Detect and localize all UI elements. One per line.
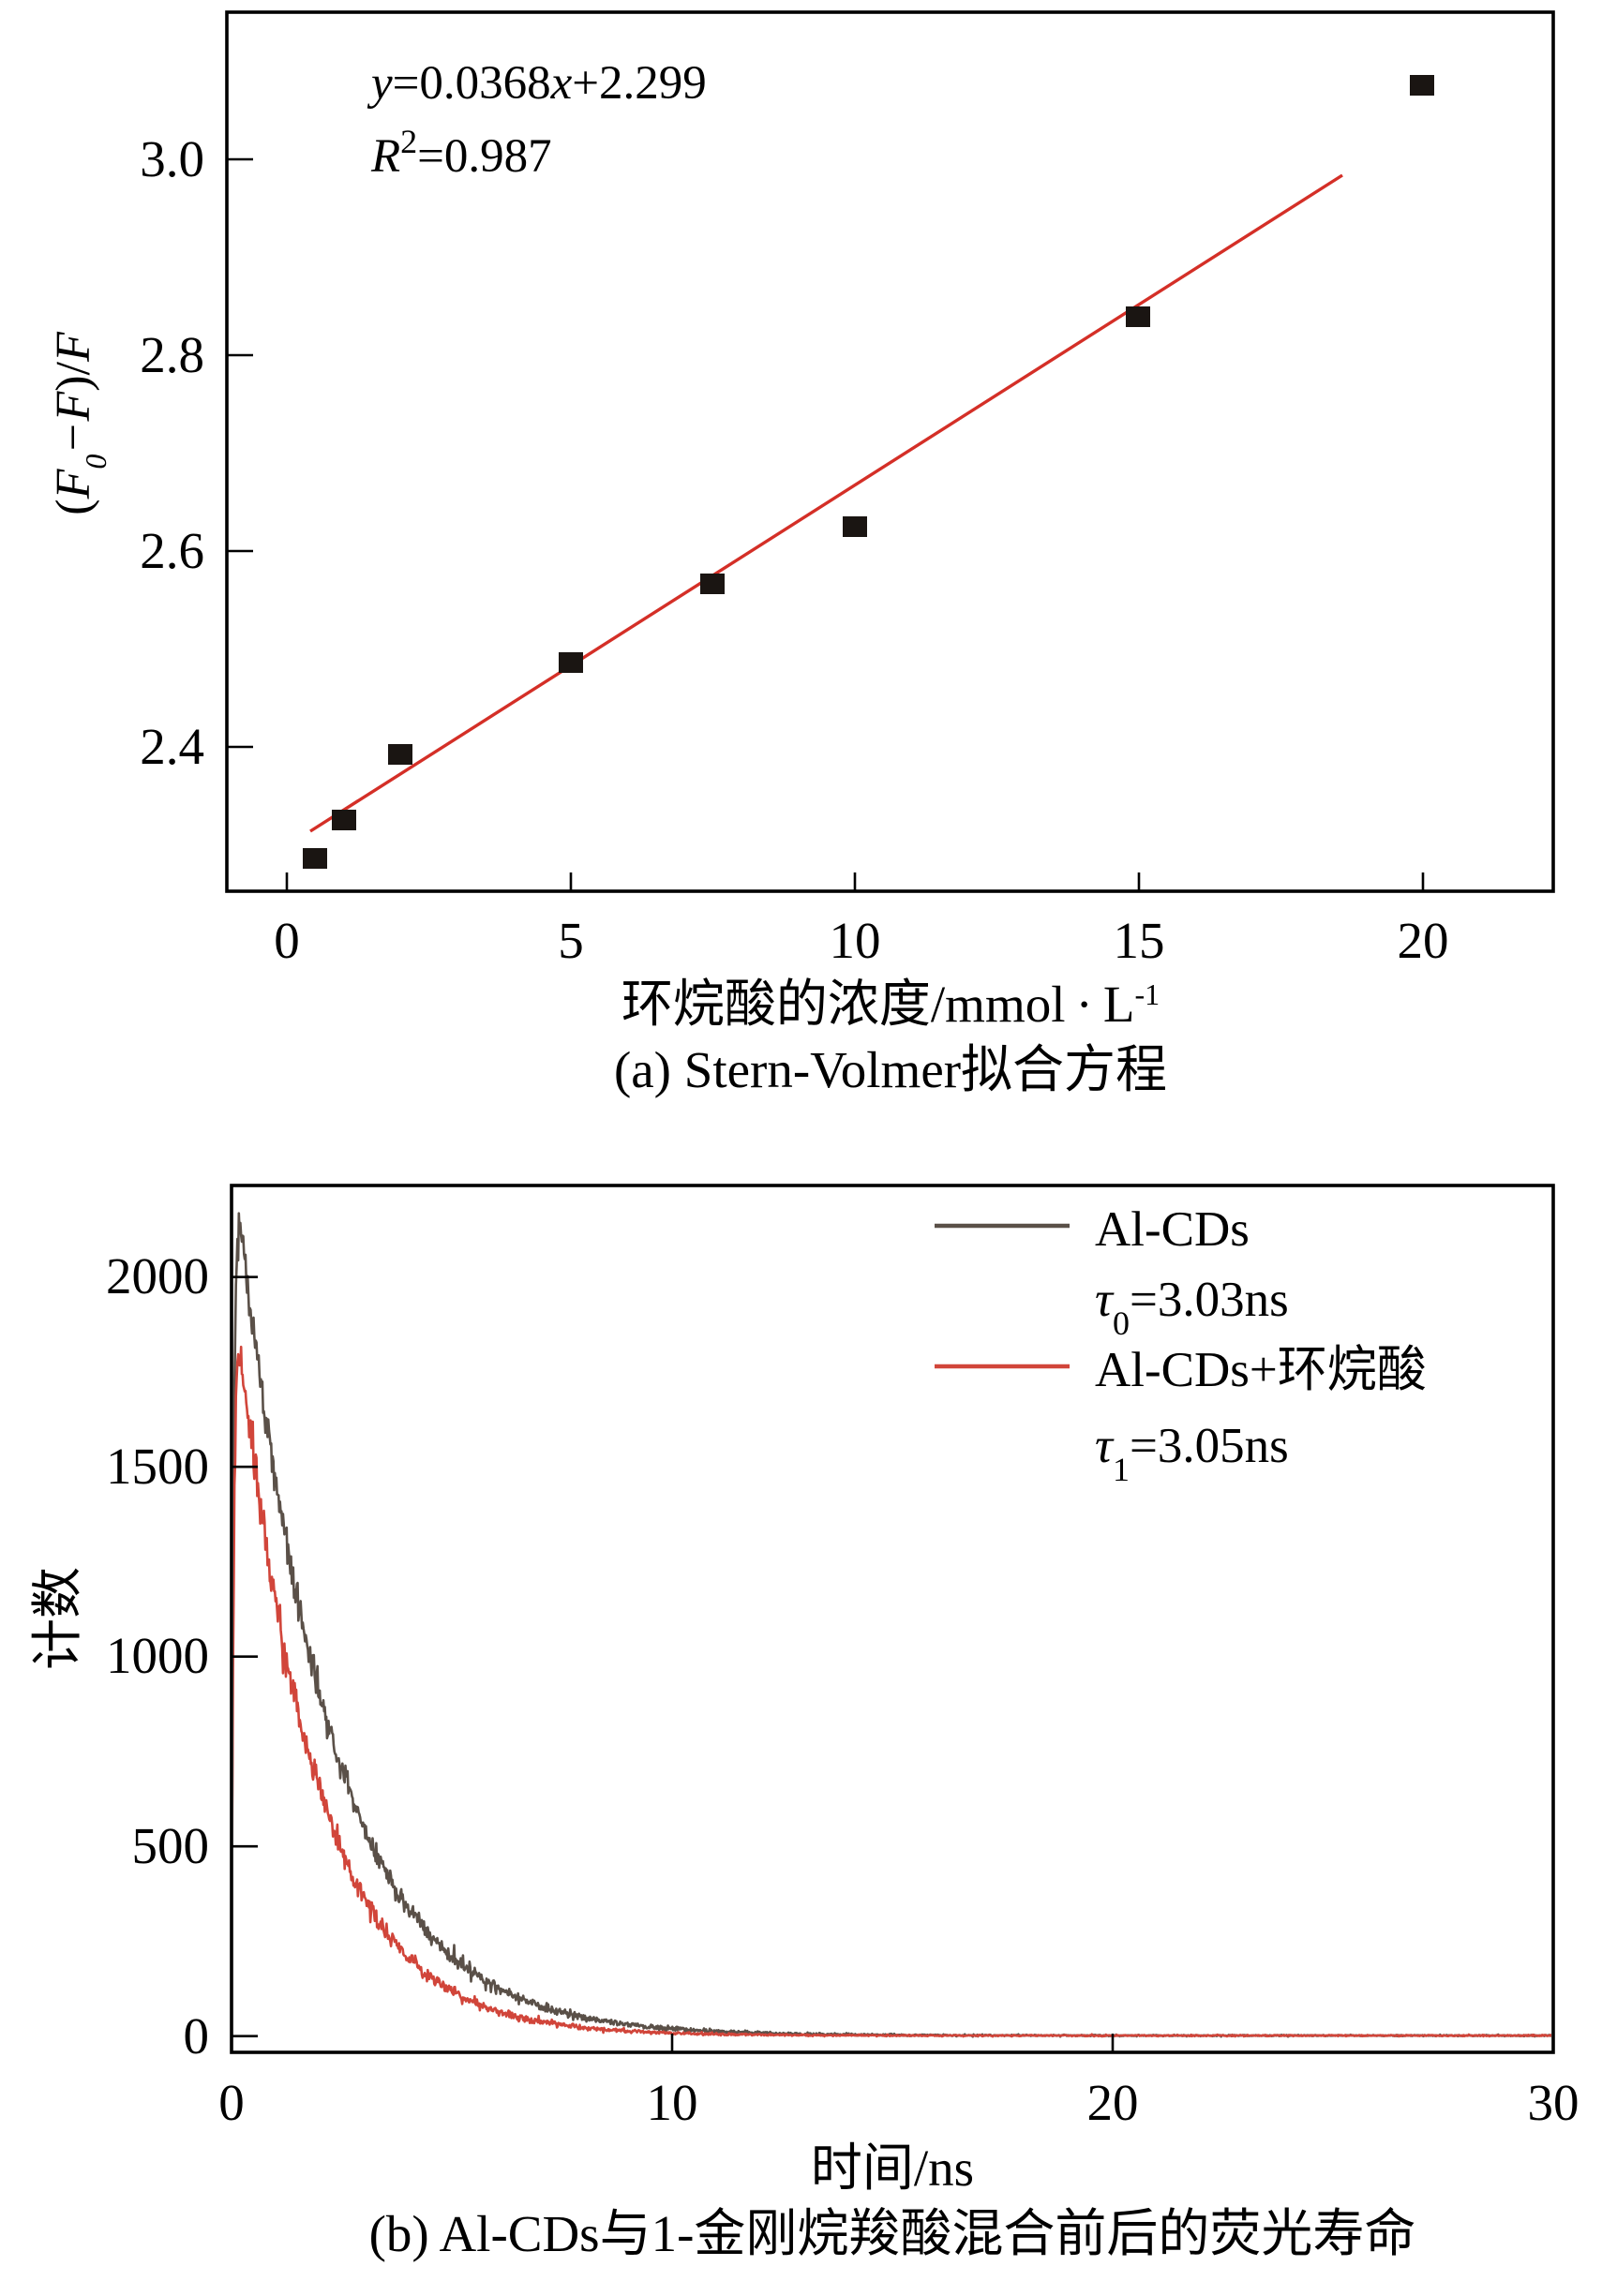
- svg-text:20: 20: [1398, 912, 1449, 969]
- svg-text:2.4: 2.4: [140, 718, 204, 775]
- svg-text:500: 500: [132, 1817, 210, 1874]
- svg-text:30: 30: [1528, 2074, 1580, 2131]
- svg-text:计数: 计数: [29, 1567, 86, 1670]
- svg-text:Al-CDs: Al-CDs: [1095, 1202, 1250, 1257]
- svg-text:15: 15: [1114, 912, 1165, 969]
- svg-text:10: 10: [830, 912, 881, 969]
- svg-text:2.6: 2.6: [140, 522, 204, 579]
- svg-text:1500: 1500: [106, 1438, 209, 1495]
- svg-text:0: 0: [218, 2074, 245, 2131]
- svg-text:(a) Stern-Volmer拟合方程: (a) Stern-Volmer拟合方程: [614, 1041, 1167, 1098]
- svg-text:时间/ns: 时间/ns: [811, 2139, 974, 2197]
- svg-text:2000: 2000: [106, 1247, 209, 1305]
- svg-text:y=0.0368x+2.299: y=0.0368x+2.299: [367, 57, 707, 110]
- svg-text:5: 5: [558, 912, 584, 969]
- svg-text:0: 0: [184, 2007, 210, 2065]
- svg-text:10: 10: [647, 2074, 698, 2131]
- svg-text:0: 0: [274, 912, 300, 969]
- svg-text:2.8: 2.8: [140, 326, 204, 383]
- svg-text:20: 20: [1087, 2074, 1139, 2131]
- svg-text:1000: 1000: [106, 1627, 209, 1684]
- svg-text:环烷酸的浓度/mmol · L-1: 环烷酸的浓度/mmol · L-1: [621, 976, 1160, 1033]
- svg-text:R2=0.987: R2=0.987: [370, 123, 552, 183]
- svg-text:(b) Al-CDs与1-金刚烷羧酸混合前后的荧光寿命: (b) Al-CDs与1-金刚烷羧酸混合前后的荧光寿命: [369, 2205, 1416, 2262]
- svg-text:3.0: 3.0: [140, 130, 204, 187]
- svg-text:Al-CDs+环烷酸: Al-CDs+环烷酸: [1095, 1343, 1427, 1397]
